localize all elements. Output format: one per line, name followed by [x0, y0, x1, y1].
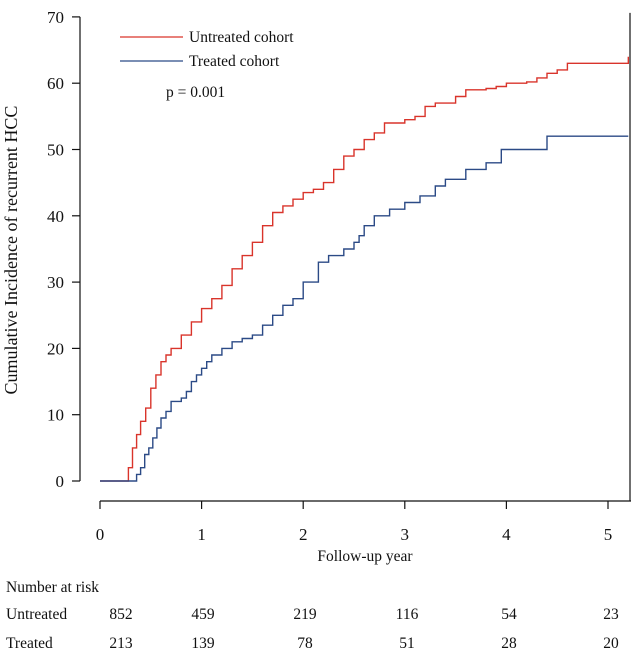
- legend-label-untreated: Untreated cohort: [189, 29, 294, 46]
- risk-cell-treated-3: 51: [399, 635, 415, 648]
- x-tick-label-2: 2: [299, 525, 308, 544]
- x-tick-label-5: 5: [604, 525, 613, 544]
- p-value-annotation: p = 0.001: [166, 84, 225, 101]
- risk-cell-treated-5: 20: [603, 635, 619, 648]
- axes: 0 10 20 30 40 50 60 70 0 1 2 3 4 5: [47, 8, 631, 544]
- risk-cell-untreated-0: 852: [109, 606, 132, 623]
- risk-table-title: Number at risk: [6, 579, 99, 596]
- series-line-treated: [100, 135, 629, 482]
- y-tick-label-30: 30: [47, 273, 64, 292]
- y-tick-label-50: 50: [47, 141, 64, 160]
- x-tick-label-1: 1: [197, 525, 206, 544]
- y-tick-label-60: 60: [47, 74, 64, 93]
- risk-row-label-untreated: Untreated: [6, 606, 67, 623]
- y-tick-label-40: 40: [47, 207, 64, 226]
- y-axis-label: Cumulative Incidence of recurrent HCC: [1, 106, 21, 395]
- risk-cell-treated-2: 78: [297, 635, 313, 648]
- risk-cell-treated-4: 28: [501, 635, 517, 648]
- series-line-untreated: [100, 56, 629, 482]
- x-tick-label-3: 3: [401, 525, 410, 544]
- legend: Untreated cohort Treated cohort p = 0.00…: [120, 29, 294, 101]
- x-tick-label-0: 0: [96, 525, 105, 544]
- risk-table: Number at risk Untreated 852 459 219 116 54 23…: [6, 579, 619, 648]
- risk-cell-untreated-2: 219: [293, 606, 317, 623]
- y-tick-label-10: 10: [47, 406, 64, 425]
- risk-cell-untreated-3: 116: [396, 606, 419, 623]
- x-axis-label: Follow-up year: [317, 548, 413, 565]
- y-tick-label-70: 70: [47, 8, 64, 27]
- series-lines: [100, 56, 629, 482]
- risk-row-label-treated: Treated: [6, 635, 53, 648]
- risk-cell-untreated-5: 23: [603, 606, 619, 623]
- risk-cell-treated-0: 213: [109, 635, 133, 648]
- legend-label-treated: Treated cohort: [189, 53, 280, 70]
- risk-cell-untreated-1: 459: [191, 606, 215, 623]
- risk-cell-untreated-4: 54: [501, 606, 517, 623]
- y-tick-label-0: 0: [56, 472, 65, 491]
- risk-cell-treated-1: 139: [191, 635, 215, 648]
- y-tick-label-20: 20: [47, 339, 64, 358]
- x-tick-label-4: 4: [502, 525, 511, 544]
